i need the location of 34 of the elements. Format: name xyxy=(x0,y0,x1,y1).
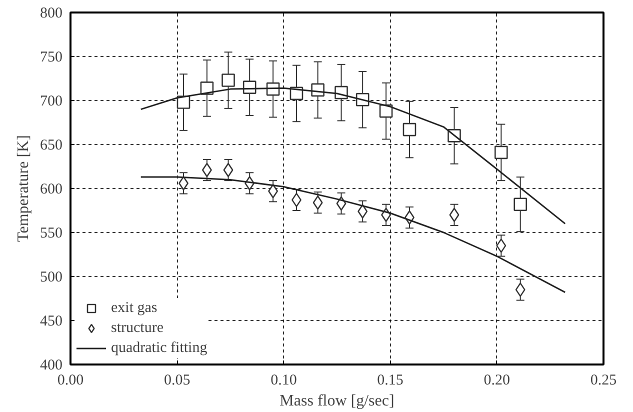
point xyxy=(312,195,323,210)
point xyxy=(494,146,508,160)
point xyxy=(514,198,527,211)
x-tick-label: 0.00 xyxy=(57,372,84,388)
y-tick-label: 800 xyxy=(40,6,62,22)
point xyxy=(222,74,235,87)
point xyxy=(223,162,234,178)
line-series xyxy=(140,87,566,224)
y-tick-label: 500 xyxy=(40,270,62,286)
legend-label: structure xyxy=(111,319,164,337)
legend-label: exit gas xyxy=(111,299,158,317)
point xyxy=(268,184,278,198)
y-tick-label: 700 xyxy=(40,94,62,110)
x-tick-label: 0.10 xyxy=(270,372,297,388)
point xyxy=(496,238,506,253)
line-series xyxy=(140,176,566,294)
legend-label: quadratic fitting xyxy=(111,339,208,357)
y-tick-label: 400 xyxy=(40,358,62,374)
point xyxy=(402,122,416,136)
point xyxy=(358,204,368,219)
x-tick-label: 0.25 xyxy=(590,372,617,388)
point xyxy=(449,208,460,222)
point xyxy=(515,282,526,297)
y-axis-title: Temperature [K] xyxy=(15,135,32,242)
y-tick-label: 550 xyxy=(40,226,62,242)
y-tick-label: 600 xyxy=(40,182,62,198)
y-tick-label: 750 xyxy=(40,50,62,66)
x-tick-label: 0.15 xyxy=(377,372,404,388)
point xyxy=(202,162,212,178)
x-tick-label: 0.05 xyxy=(164,372,190,388)
x-tick-label: 0.20 xyxy=(484,372,510,388)
y-tick-label: 650 xyxy=(40,138,62,154)
x-axis-title: Mass flow [g/sec] xyxy=(280,392,394,410)
y-tick-label: 450 xyxy=(40,314,62,330)
